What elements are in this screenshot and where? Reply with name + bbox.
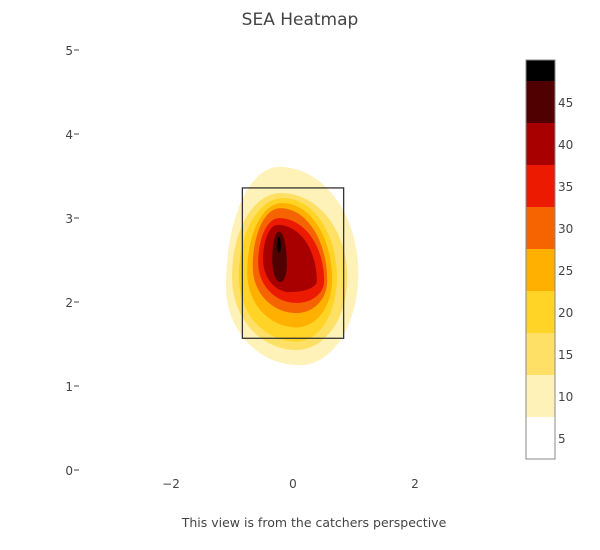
y-tick-label: 2 [65, 296, 73, 310]
x-tick-label: 2 [411, 477, 419, 491]
y-axis: 0 1 2 3 4 5 [65, 44, 79, 478]
y-tick-label: 5 [65, 44, 73, 58]
colorbar-band [526, 165, 555, 207]
contour-level-47.5 [277, 236, 281, 253]
colorbar-band [526, 207, 555, 249]
colorbar-tick-label: 30 [558, 222, 573, 236]
chart-title: SEA Heatmap [242, 10, 359, 30]
colorbar-tick-label: 35 [558, 180, 573, 194]
x-tick-label: −2 [162, 477, 180, 491]
colorbar-band [526, 333, 555, 375]
colorbar: 5 10 15 20 25 30 35 40 45 [525, 59, 573, 460]
colorbar-band [526, 249, 555, 291]
colorbar-band [526, 417, 555, 459]
y-tick-label: 1 [65, 380, 73, 394]
x-axis: −2 0 2 [162, 477, 419, 491]
colorbar-tick-label: 15 [558, 348, 573, 362]
colorbar-tick-label: 10 [558, 390, 573, 404]
colorbar-band [526, 291, 555, 333]
colorbar-frame [525, 59, 556, 460]
colorbar-band [526, 60, 555, 81]
colorbar-tick-label: 40 [558, 138, 573, 152]
colorbar-band [526, 123, 555, 165]
colorbar-band [526, 375, 555, 417]
colorbar-tick-label: 5 [558, 432, 566, 446]
y-tick-label: 0 [65, 464, 73, 478]
colorbar-tick-label: 45 [558, 96, 573, 110]
colorbar-tick-label: 20 [558, 306, 573, 320]
x-tick-label: 0 [289, 477, 297, 491]
colorbar-band [526, 81, 555, 123]
y-tick-label: 4 [65, 128, 73, 142]
y-tick-label: 3 [65, 212, 73, 226]
plot-area [225, 166, 359, 366]
colorbar-tick-label: 25 [558, 264, 573, 278]
strike-zone [241, 187, 345, 339]
x-axis-label: This view is from the catchers perspecti… [181, 515, 447, 530]
contour-level-42.5 [272, 231, 287, 282]
